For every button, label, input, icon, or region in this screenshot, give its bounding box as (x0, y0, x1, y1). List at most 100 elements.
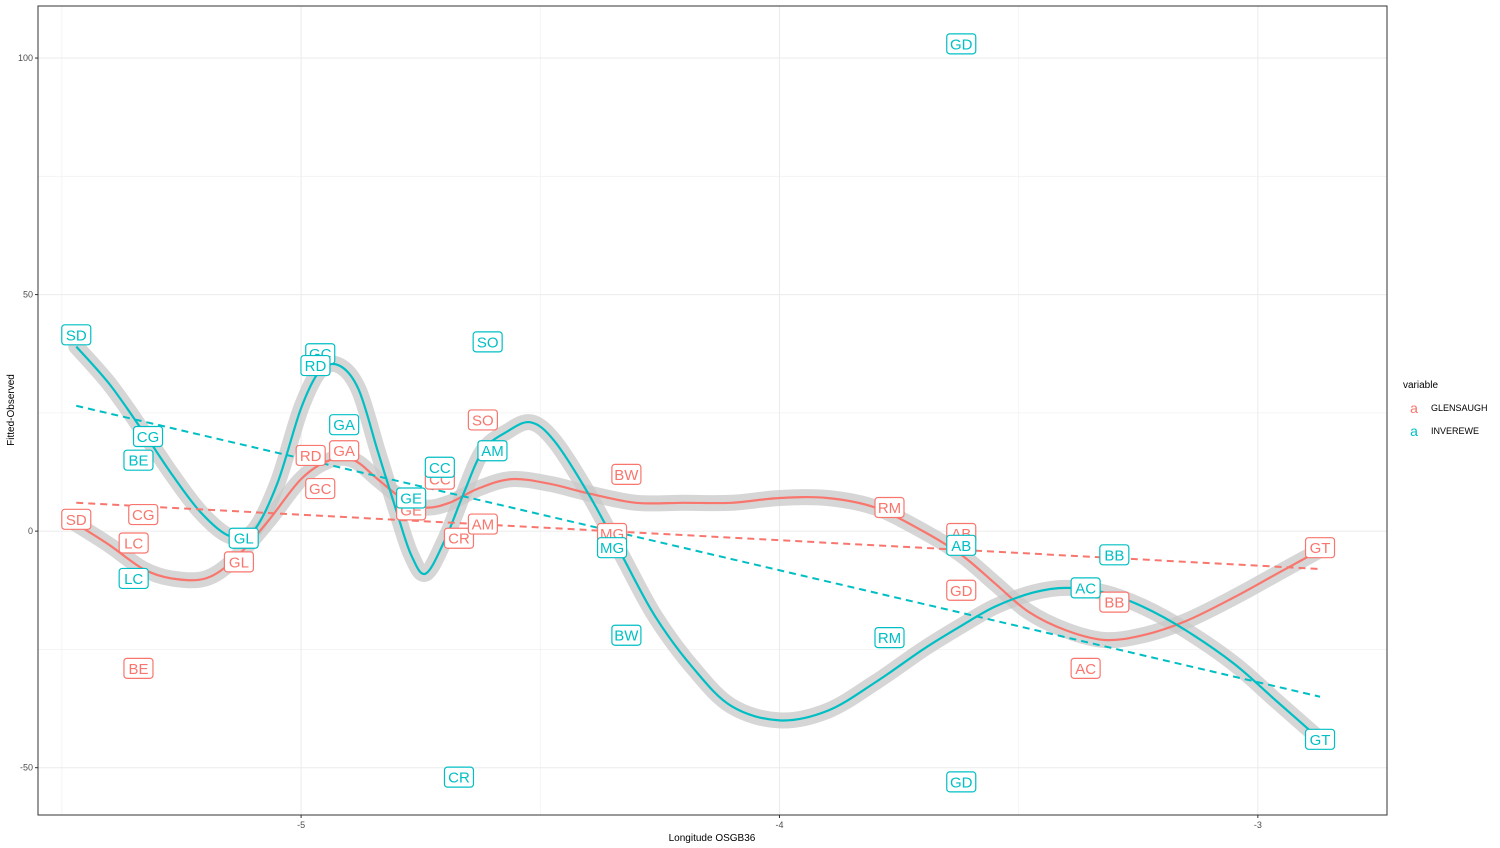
points-layer: SD LC CG BE GL RD GC GA GE CC CR SO AM MG BW RM AB GD BB AC… (61, 33, 1336, 793)
point-label-bg (611, 624, 642, 646)
point-label-box: BB (1099, 591, 1130, 613)
point-label: CR (448, 770, 470, 787)
point-label: CG (137, 429, 160, 446)
point-label: CG (132, 507, 155, 524)
point-label-box: SO (467, 409, 498, 431)
point-label-box: MG (596, 537, 628, 559)
point-label-box: RM (874, 626, 905, 649)
point-label-bg (396, 487, 427, 509)
point-label-box: GD (946, 771, 977, 793)
smooth-line (75, 345, 1321, 741)
point-label-box: AM (467, 513, 498, 535)
point-label-bg (477, 440, 508, 462)
plot-border (37, 5, 1388, 816)
point-label-box: AC (1070, 657, 1101, 679)
point-label: SD (66, 327, 87, 344)
point-label: BE (128, 661, 148, 678)
point-label-bg (1099, 544, 1130, 566)
point-label: RM (878, 500, 901, 517)
point-label-bg (611, 463, 642, 485)
point-label-box: BB (1099, 544, 1130, 566)
point-label-box: GL (223, 551, 255, 573)
y-axis-title: Fitted-Observed (6, 374, 17, 446)
legend: variable a GLENSAUGH a INVEREWE (1403, 380, 1488, 439)
point-label-bg (118, 567, 149, 590)
point-label-box: RD (295, 444, 326, 467)
point-label-box: BE (123, 657, 154, 679)
point-label-box: GT (1304, 537, 1336, 559)
point-label: SO (472, 412, 494, 429)
point-label: BE (128, 453, 148, 470)
point-label: BW (614, 467, 639, 484)
point-label-box: LC (118, 567, 149, 590)
y-tick-label: -50 (20, 763, 33, 773)
y-axis: -50 0 50 100 (18, 53, 38, 773)
point-label-box: GA (329, 414, 360, 436)
point-label-box: LC (118, 532, 149, 554)
x-axis: -5 -4 -3 (297, 815, 1262, 830)
point-label-bg (305, 477, 336, 500)
x-tick-label: -5 (297, 820, 305, 830)
point-label: BW (614, 628, 639, 645)
point-label: SO (477, 334, 499, 351)
point-label-bg (1070, 577, 1101, 599)
point-label: GT (1310, 540, 1331, 557)
legend-entry-label: GLENSAUGH (1431, 403, 1488, 413)
trend-line (76, 404, 1321, 698)
point-label-box: CR (443, 766, 475, 788)
point-label: GA (333, 417, 355, 434)
point-label: GD (950, 583, 973, 600)
point-label-bg (424, 456, 455, 478)
point-label: GE (400, 491, 422, 508)
point-label-box: CC (424, 456, 455, 478)
point-label-box: AC (1070, 577, 1101, 599)
point-label-bg (443, 766, 475, 788)
point-label-box: GD (946, 579, 977, 601)
point-label-bg (295, 444, 326, 467)
point-label: GL (229, 554, 249, 571)
point-label-box: RD (300, 354, 331, 377)
point-label: GC (309, 481, 332, 498)
point-label: AC (1075, 661, 1096, 678)
x-axis-title: Longitude OSGB36 (669, 833, 756, 844)
point-label-bg (1070, 657, 1101, 679)
point-label-bg (946, 771, 977, 793)
point-label-bg (596, 537, 628, 559)
point-label-box: CR (443, 527, 475, 549)
point-label-bg (300, 354, 331, 377)
point-label-bg (1304, 537, 1336, 559)
y-tick-label: 0 (28, 526, 33, 536)
point-label-bg (472, 331, 503, 353)
y-tick-label: 50 (23, 290, 33, 300)
x-tick-label: -3 (1254, 820, 1262, 830)
point-label: GA (333, 443, 355, 460)
point-label-box: GC (305, 477, 336, 500)
legend-entries: a GLENSAUGH a INVEREWE (1410, 400, 1487, 439)
point-label-box: SO (472, 331, 503, 353)
point-label-bg (946, 579, 977, 601)
point-label: GD (950, 774, 973, 791)
point-label-bg (1099, 591, 1130, 613)
point-label-box: AM (477, 440, 508, 462)
point-label-box: GL (228, 527, 259, 549)
point-label: BB (1104, 595, 1124, 612)
point-label-bg (228, 527, 259, 549)
legend-key: a (1410, 400, 1418, 416)
grid-minor (38, 6, 1387, 815)
point-label-box: BW (611, 463, 642, 485)
point-label-box: RM (874, 496, 905, 519)
point-label-bg (61, 508, 92, 530)
point-label: LC (124, 535, 143, 552)
point-label: RD (300, 448, 322, 465)
point-label-box: SD (61, 324, 92, 346)
point-label-box: CG (128, 503, 159, 526)
point-label: AM (481, 443, 504, 460)
point-label: AM (472, 517, 495, 534)
point-label: MG (600, 540, 624, 557)
point-label-bg (128, 503, 159, 526)
point-label: GT (1310, 732, 1331, 749)
y-tick-label: 100 (18, 53, 33, 63)
point-label: CR (448, 531, 470, 548)
point-label: RD (305, 358, 327, 375)
